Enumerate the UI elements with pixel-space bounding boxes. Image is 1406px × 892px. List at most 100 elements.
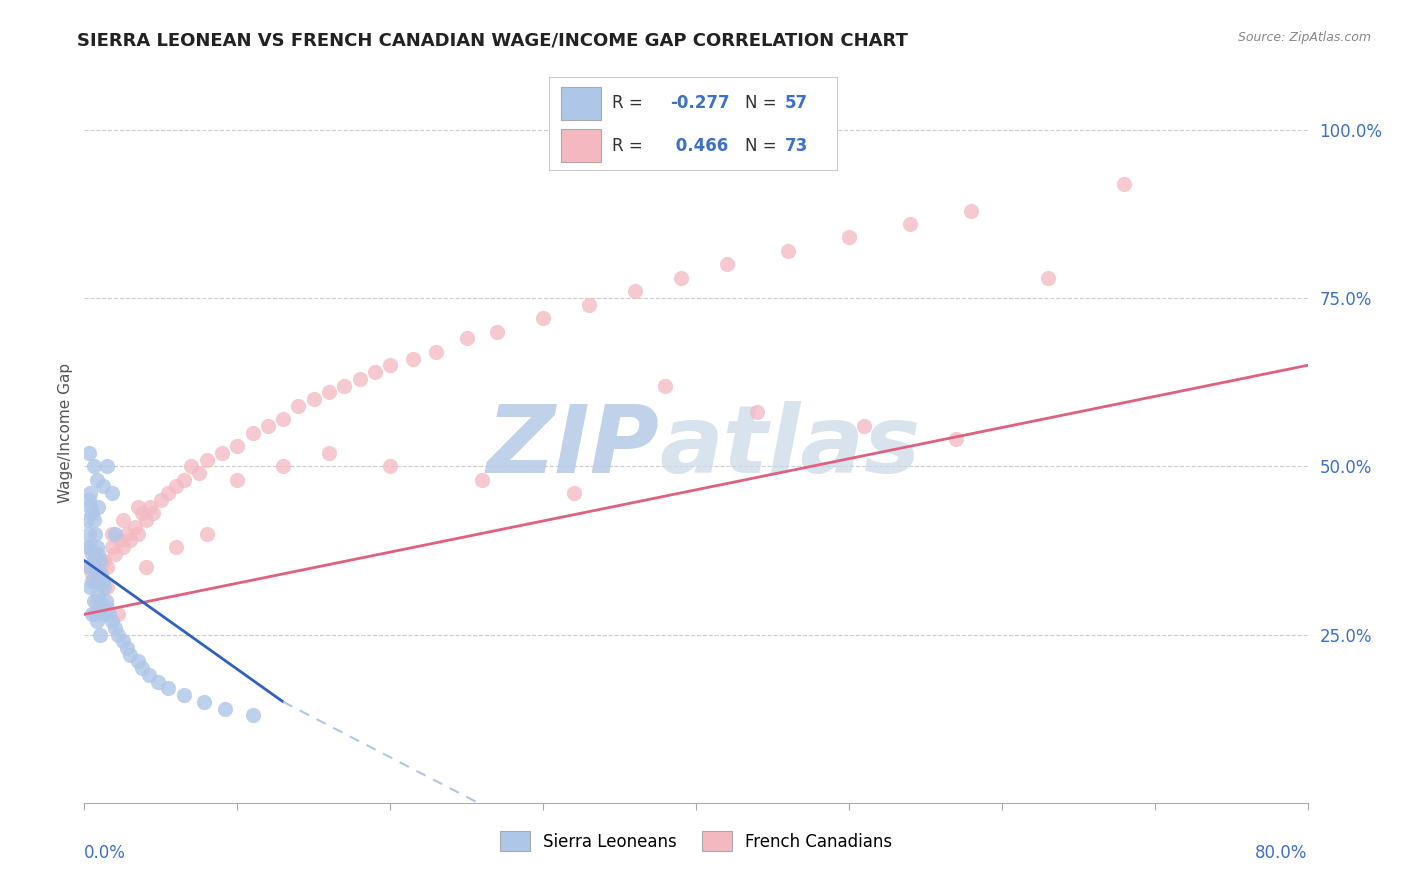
Point <box>127 500 149 514</box>
Point <box>76 513 98 527</box>
Point <box>180 459 202 474</box>
Point <box>87 500 110 514</box>
Point <box>157 486 180 500</box>
Point <box>83 553 105 567</box>
Point <box>111 540 134 554</box>
Point <box>84 607 107 622</box>
Point <box>80 574 103 588</box>
Point <box>101 526 124 541</box>
Point <box>101 614 124 628</box>
Point <box>86 473 108 487</box>
Point <box>124 520 146 534</box>
Point <box>89 560 111 574</box>
Point <box>214 701 236 715</box>
Point <box>89 627 111 641</box>
Point <box>302 392 325 406</box>
Point <box>83 594 105 608</box>
Point <box>456 331 478 345</box>
Point <box>84 547 107 561</box>
Point <box>242 708 264 723</box>
Point <box>93 553 115 567</box>
Point <box>79 486 101 500</box>
Point <box>127 655 149 669</box>
Point <box>425 344 447 359</box>
Point <box>380 459 402 474</box>
Point <box>89 553 111 567</box>
Point <box>79 540 101 554</box>
Text: atlas: atlas <box>659 401 921 493</box>
Point <box>349 372 371 386</box>
Point <box>77 560 100 574</box>
Point <box>84 526 107 541</box>
Y-axis label: Wage/Income Gap: Wage/Income Gap <box>58 362 73 503</box>
Point <box>96 459 118 474</box>
Point <box>624 285 647 299</box>
Point <box>157 681 180 696</box>
Point <box>945 433 967 447</box>
Text: 0.0%: 0.0% <box>84 844 127 862</box>
Point <box>91 553 114 567</box>
Point <box>173 688 195 702</box>
Point <box>111 634 134 648</box>
Text: ZIP: ZIP <box>486 401 659 493</box>
Point <box>716 257 738 271</box>
Point <box>111 513 134 527</box>
Point <box>79 500 101 514</box>
Point <box>77 446 100 460</box>
Point <box>669 270 692 285</box>
Point <box>89 594 111 608</box>
Point <box>654 378 676 392</box>
Point <box>380 359 402 373</box>
Point <box>77 560 100 574</box>
Point <box>79 581 101 595</box>
Point <box>107 627 129 641</box>
Point <box>77 492 100 507</box>
Point <box>83 459 105 474</box>
Point <box>271 459 294 474</box>
Point <box>1114 177 1136 191</box>
Text: 80.0%: 80.0% <box>1256 844 1308 862</box>
Point <box>287 399 309 413</box>
Point <box>193 695 215 709</box>
Point <box>271 412 294 426</box>
Legend: Sierra Leoneans, French Canadians: Sierra Leoneans, French Canadians <box>494 825 898 857</box>
Point <box>149 492 172 507</box>
Point <box>87 547 110 561</box>
Point <box>139 500 162 514</box>
Point <box>226 439 249 453</box>
Point <box>127 526 149 541</box>
Point <box>173 473 195 487</box>
Point <box>80 566 103 581</box>
Point <box>318 446 340 460</box>
Point <box>83 513 105 527</box>
Point <box>195 526 218 541</box>
Point <box>87 587 110 601</box>
Point <box>486 325 509 339</box>
Point <box>97 607 120 622</box>
Point <box>115 526 138 541</box>
Point <box>898 217 921 231</box>
Point <box>80 507 103 521</box>
Point <box>578 298 600 312</box>
Point <box>131 507 153 521</box>
Point <box>80 607 103 622</box>
Point <box>838 230 860 244</box>
Point <box>91 479 114 493</box>
Point <box>364 365 387 379</box>
Point <box>135 513 157 527</box>
Point <box>142 507 165 521</box>
Point <box>1036 270 1059 285</box>
Point <box>257 418 280 433</box>
Point <box>188 466 211 480</box>
Point <box>96 560 118 574</box>
Point <box>747 405 769 419</box>
Point <box>531 311 554 326</box>
Point <box>226 473 249 487</box>
Point <box>86 540 108 554</box>
Point <box>120 648 142 662</box>
Point <box>94 594 117 608</box>
Point <box>80 547 103 561</box>
Point <box>960 203 983 218</box>
Point <box>135 560 157 574</box>
Point <box>76 540 98 554</box>
